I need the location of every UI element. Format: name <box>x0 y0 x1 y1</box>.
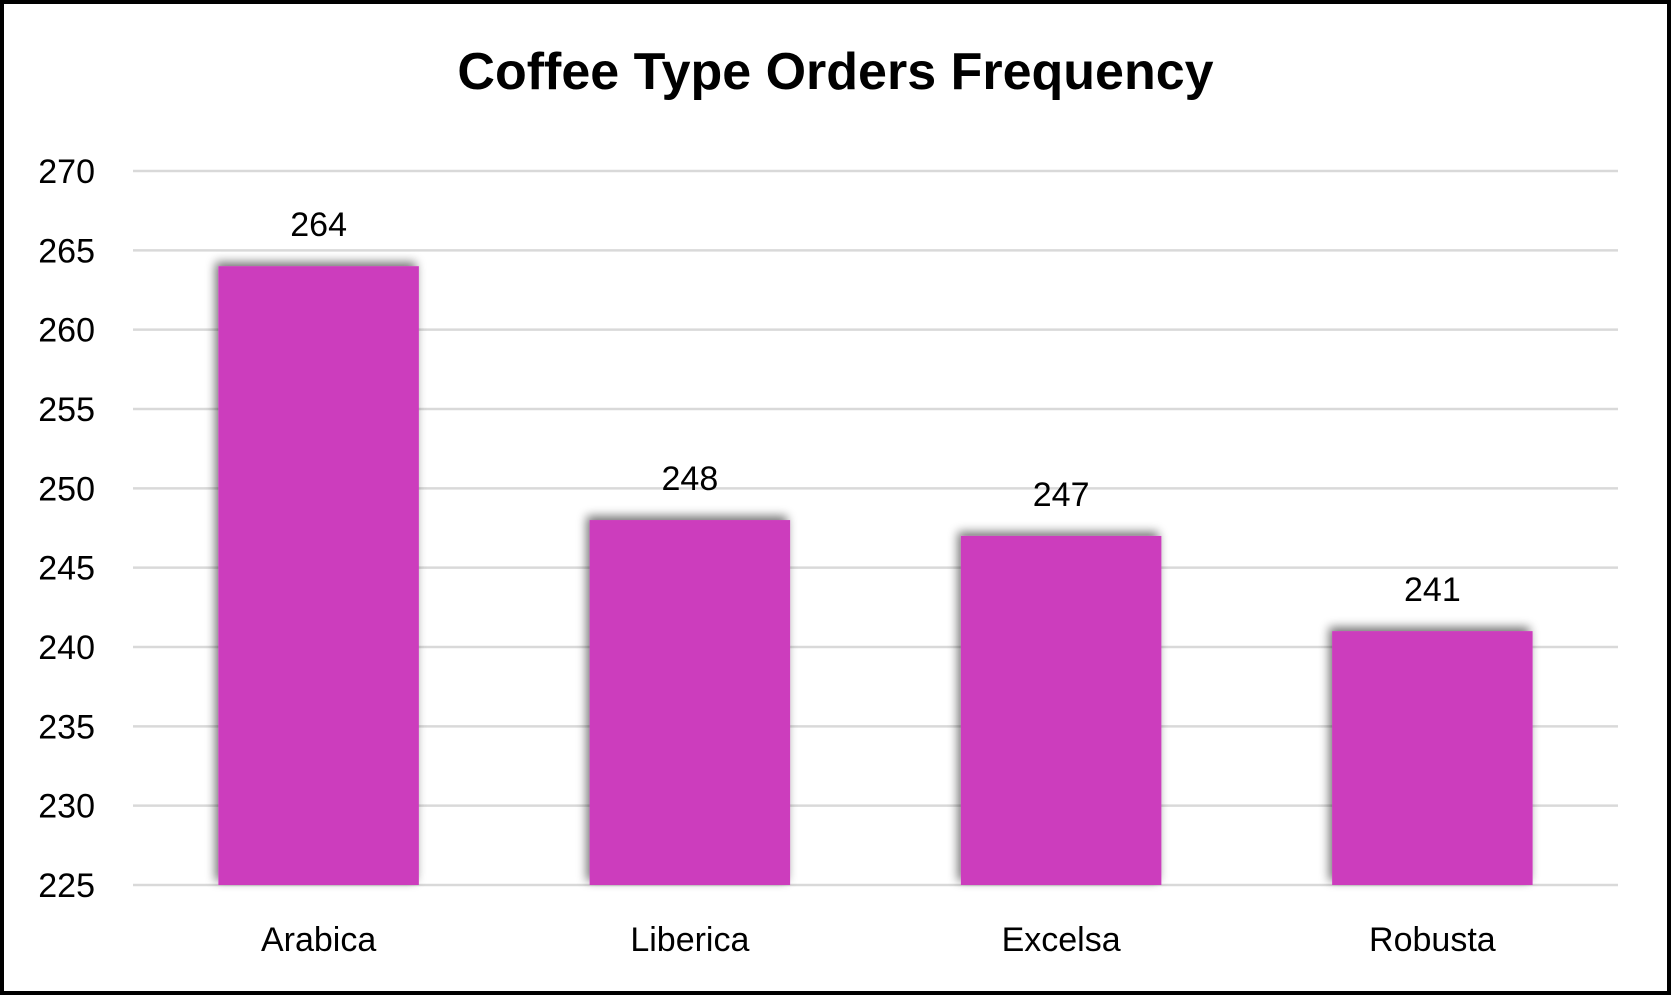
chart-title: Coffee Type Orders Frequency <box>457 43 1214 101</box>
bar-liberica <box>589 520 791 885</box>
y-tick-label: 230 <box>38 788 95 826</box>
data-label-excelsa: 247 <box>1033 476 1090 514</box>
x-category-label-excelsa: Excelsa <box>1002 921 1121 959</box>
x-category-label-robusta: Robusta <box>1369 921 1496 959</box>
y-tick-label: 250 <box>38 470 95 508</box>
bar-arabica <box>218 266 419 885</box>
data-label-arabica: 264 <box>290 206 347 244</box>
x-category-label-liberica: Liberica <box>630 921 749 959</box>
y-axis-tick-labels: 225 230 235 240 245 250 255 260 265 270 <box>38 153 95 905</box>
y-tick-label: 255 <box>38 391 95 429</box>
data-labels: 264 248 247 241 <box>290 206 1460 609</box>
data-label-robusta: 241 <box>1404 571 1461 609</box>
y-tick-label: 265 <box>38 232 95 270</box>
y-tick-label: 235 <box>38 708 95 746</box>
bar-robusta <box>1332 631 1533 885</box>
y-tick-label: 225 <box>38 867 95 905</box>
bars <box>218 266 1533 885</box>
data-label-liberica: 248 <box>662 460 719 498</box>
y-tick-label: 260 <box>38 312 95 350</box>
x-category-label-arabica: Arabica <box>261 921 376 959</box>
y-tick-label: 270 <box>38 153 95 191</box>
y-tick-label: 245 <box>38 550 95 588</box>
y-tick-label: 240 <box>38 629 95 667</box>
bar-excelsa <box>960 535 1162 885</box>
x-axis-category-labels: Arabica Liberica Excelsa Robusta <box>261 921 1496 959</box>
